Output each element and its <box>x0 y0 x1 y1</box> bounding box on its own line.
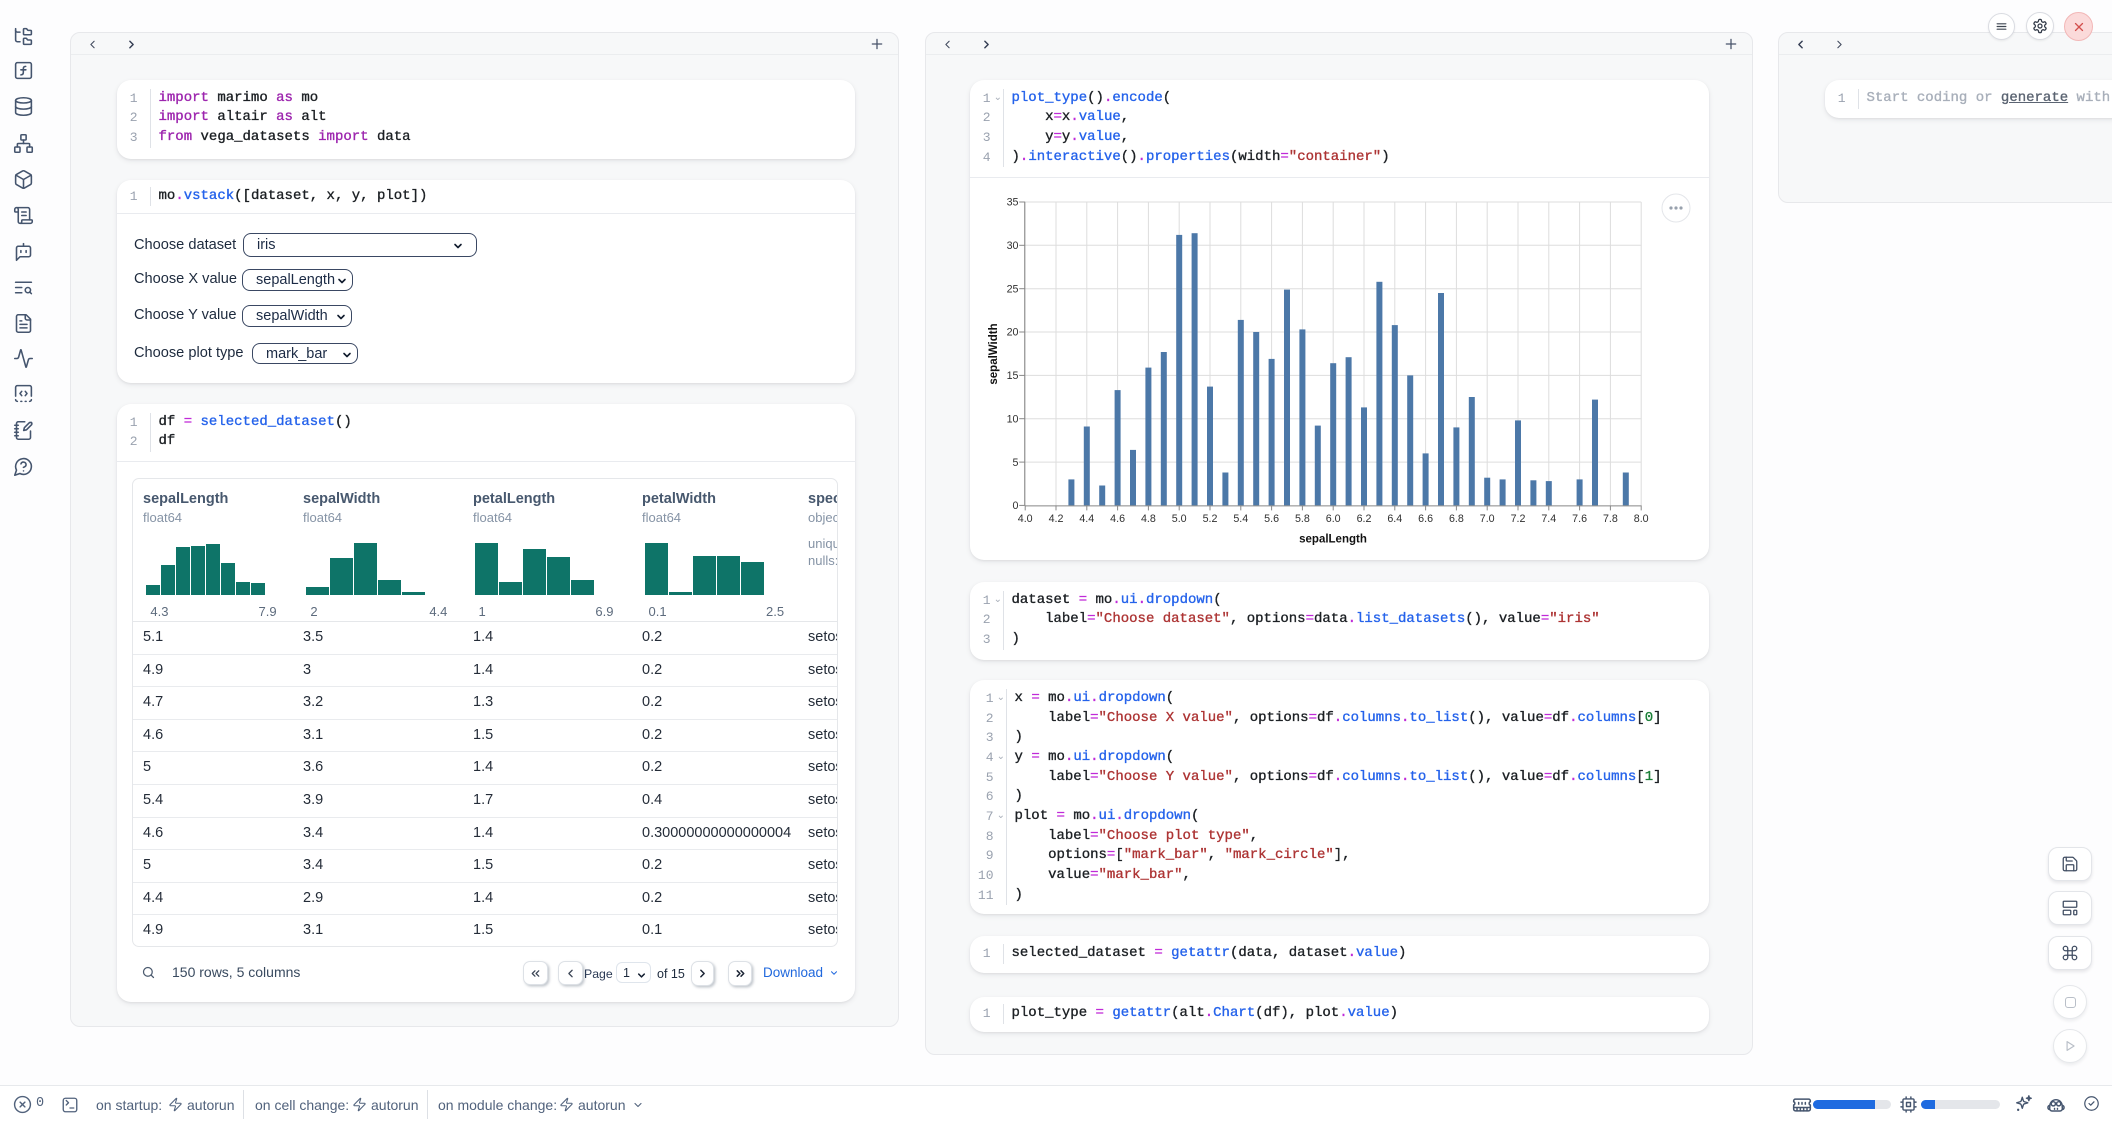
svg-text:7.6: 7.6 <box>1572 512 1587 524</box>
svg-text:25: 25 <box>1007 283 1019 295</box>
svg-text:4.4: 4.4 <box>1079 512 1094 524</box>
svg-text:7.8: 7.8 <box>1603 512 1618 524</box>
svg-text:6.2: 6.2 <box>1357 512 1372 524</box>
svg-text:5: 5 <box>1013 456 1019 468</box>
svg-text:4.6: 4.6 <box>1110 512 1125 524</box>
svg-text:0: 0 <box>1013 500 1019 512</box>
svg-text:5.0: 5.0 <box>1172 512 1187 524</box>
svg-text:5.2: 5.2 <box>1203 512 1218 524</box>
svg-text:10: 10 <box>1007 413 1019 425</box>
svg-text:7.2: 7.2 <box>1511 512 1526 524</box>
svg-text:8.0: 8.0 <box>1634 512 1649 524</box>
svg-text:7.4: 7.4 <box>1541 512 1556 524</box>
svg-text:7.0: 7.0 <box>1480 512 1495 524</box>
svg-text:30: 30 <box>1007 240 1019 252</box>
svg-text:5.4: 5.4 <box>1233 512 1248 524</box>
svg-text:sepalLength: sepalLength <box>1299 533 1367 545</box>
svg-text:15: 15 <box>1007 370 1019 382</box>
svg-text:sepalWidth: sepalWidth <box>988 323 1000 384</box>
svg-text:4.8: 4.8 <box>1141 512 1156 524</box>
svg-text:5.8: 5.8 <box>1295 512 1310 524</box>
svg-text:4.0: 4.0 <box>1018 512 1033 524</box>
svg-text:20: 20 <box>1007 326 1019 338</box>
svg-text:6.8: 6.8 <box>1449 512 1464 524</box>
svg-text:6.0: 6.0 <box>1326 512 1341 524</box>
svg-text:6.4: 6.4 <box>1387 512 1402 524</box>
svg-text:35: 35 <box>1007 196 1019 208</box>
svg-text:4.2: 4.2 <box>1049 512 1064 524</box>
svg-text:6.6: 6.6 <box>1418 512 1433 524</box>
svg-text:5.6: 5.6 <box>1264 512 1279 524</box>
